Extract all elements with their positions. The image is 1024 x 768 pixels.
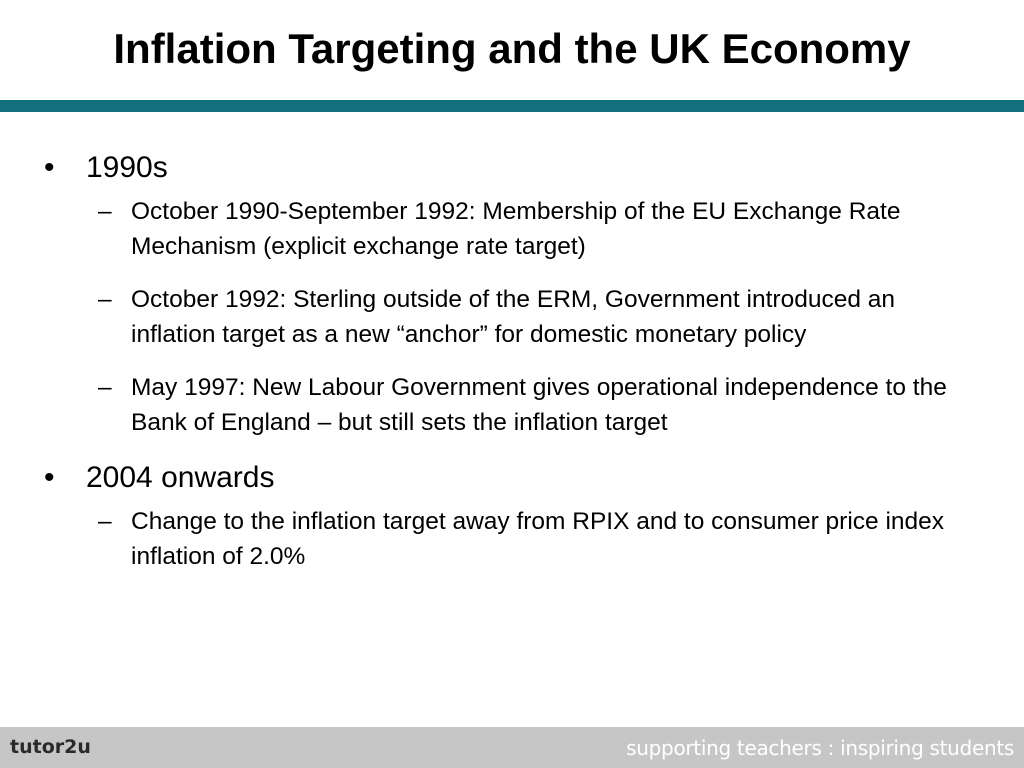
bullet-text: 2004 onwards — [86, 461, 275, 494]
title-divider — [0, 100, 1024, 112]
bullet-text: 1990s — [86, 151, 168, 184]
footer-tagline: supporting teachers : inspiring students — [626, 736, 1014, 760]
sub-bullet-text: October 1992: Sterling outside of the ER… — [131, 286, 896, 348]
sub-bullet-text: October 1990-September 1992: Membership … — [131, 198, 901, 260]
sub-bullet-marker: – — [98, 374, 112, 401]
sub-bullet-item: – October 1990-September 1992: Membershi… — [0, 194, 1024, 264]
bullet-marker: • — [44, 151, 55, 184]
sub-bullet-item: – October 1992: Sterling outside of the … — [0, 282, 1024, 352]
sub-bullet-item: – Change to the inflation target away fr… — [0, 504, 1024, 574]
bullet-item: • 1990s — [0, 148, 1024, 188]
sub-bullet-text: Change to the inflation target away from… — [131, 508, 945, 570]
sub-bullet-marker: – — [98, 198, 112, 225]
sub-bullet-text: May 1997: New Labour Government gives op… — [131, 374, 947, 436]
slide-content: • 1990s – October 1990-September 1992: M… — [0, 148, 1024, 592]
tutor2u-logo: tutor2u — [10, 736, 91, 758]
sub-bullet-marker: – — [98, 508, 112, 535]
footer-bar: tutor2u supporting teachers : inspiring … — [0, 727, 1024, 768]
sub-bullet-marker: – — [98, 286, 112, 313]
slide-title: Inflation Targeting and the UK Economy — [113, 25, 911, 72]
bullet-marker: • — [44, 461, 55, 494]
bullet-item: • 2004 onwards — [0, 458, 1024, 498]
sub-bullet-item: – May 1997: New Labour Government gives … — [0, 370, 1024, 440]
